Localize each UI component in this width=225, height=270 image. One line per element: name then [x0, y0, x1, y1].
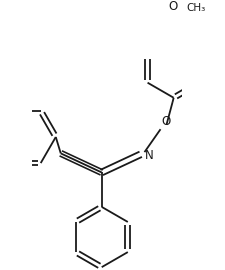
- Text: O: O: [168, 0, 177, 13]
- Text: O: O: [162, 114, 171, 128]
- Text: CH₃: CH₃: [187, 3, 206, 13]
- Text: N: N: [145, 149, 154, 162]
